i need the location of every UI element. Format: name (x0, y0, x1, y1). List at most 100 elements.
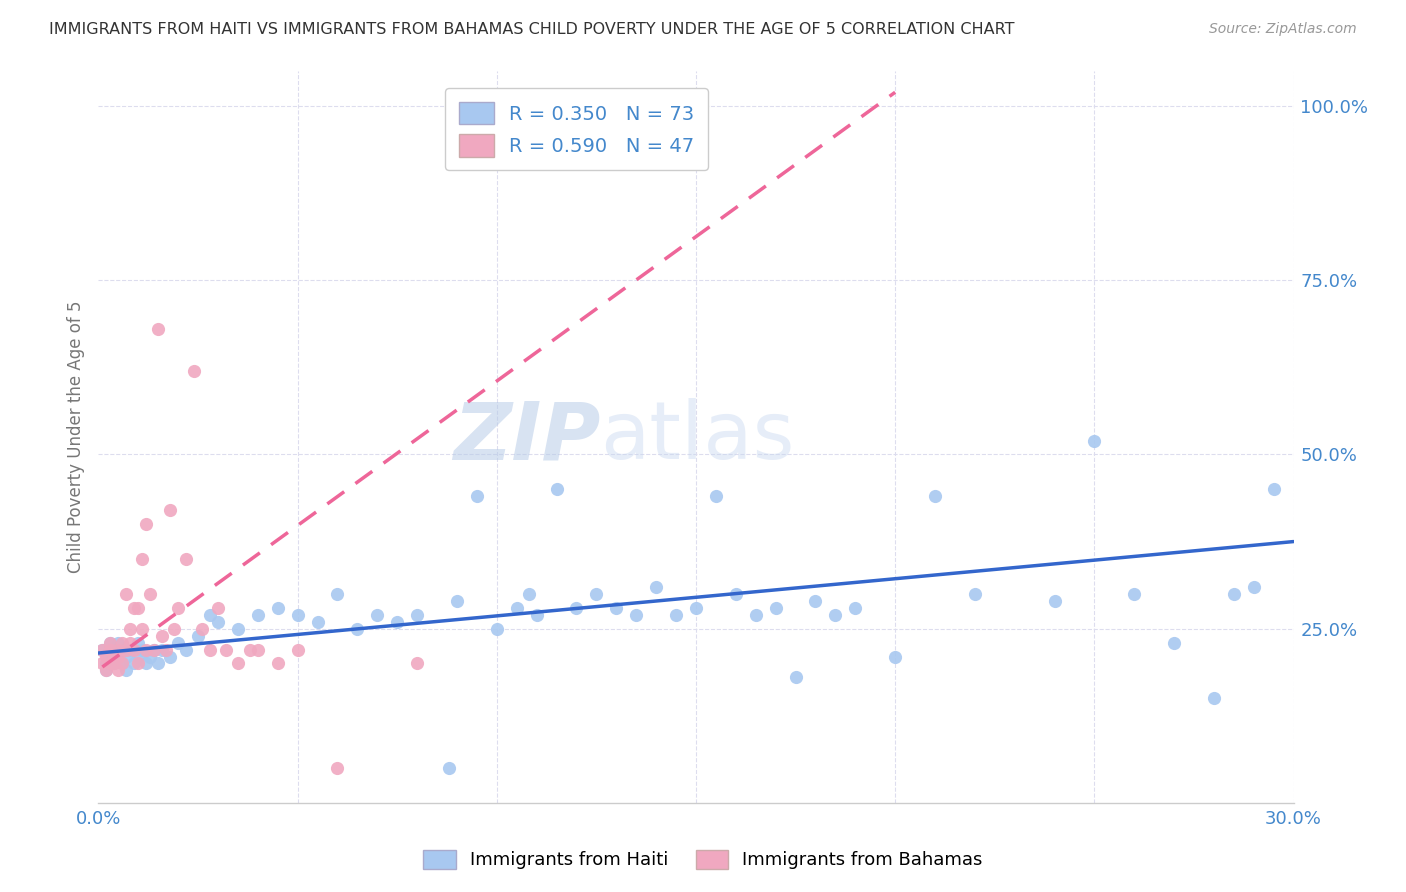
Point (326, 587, 349, 601)
Point (167, 635, 190, 649)
Point (506, 600, 529, 615)
Point (1243, 580, 1265, 594)
Point (124, 657, 146, 671)
Point (963, 587, 986, 601)
Point (226, 657, 249, 671)
Point (645, 580, 668, 594)
Point (159, 649, 181, 664)
Point (1083, 434, 1105, 448)
Point (98, 635, 122, 649)
Point (406, 607, 429, 622)
Legend: Immigrants from Haiti, Immigrants from Bahamas: Immigrants from Haiti, Immigrants from B… (415, 841, 991, 879)
Point (127, 649, 149, 664)
Point (437, 761, 460, 775)
Point (226, 622, 249, 636)
Point (239, 642, 262, 657)
Point (150, 642, 173, 657)
Point (665, 607, 688, 622)
Point (143, 642, 166, 657)
Point (107, 649, 129, 664)
Point (1202, 691, 1225, 706)
Point (605, 600, 627, 615)
Point (326, 761, 349, 775)
Point (111, 657, 134, 671)
Point (135, 657, 157, 671)
Point (111, 635, 134, 649)
Text: Source: ZipAtlas.com: Source: ZipAtlas.com (1209, 22, 1357, 37)
Point (307, 615, 329, 629)
Point (745, 607, 768, 622)
Point (148, 322, 170, 336)
Legend: R = 0.350   N = 73, R = 0.590   N = 47: R = 0.350 N = 73, R = 0.590 N = 47 (446, 88, 707, 170)
Point (585, 587, 607, 601)
Point (804, 594, 827, 608)
Point (135, 642, 157, 657)
Point (198, 642, 221, 657)
Point (155, 642, 177, 657)
Point (565, 600, 588, 615)
Point (115, 587, 138, 601)
Point (98, 642, 122, 657)
Point (120, 642, 142, 657)
Point (385, 615, 409, 629)
Point (187, 629, 209, 643)
Point (174, 552, 197, 566)
Point (246, 607, 269, 622)
Point (96, 664, 118, 678)
Point (139, 649, 162, 664)
Text: atlas: atlas (600, 398, 794, 476)
Point (163, 622, 186, 636)
Point (1223, 587, 1246, 601)
Point (924, 489, 946, 503)
Point (98, 635, 122, 649)
Point (824, 607, 846, 622)
Point (111, 642, 134, 657)
Point (103, 657, 125, 671)
Point (131, 622, 153, 636)
Point (107, 642, 129, 657)
Point (115, 649, 138, 664)
Point (267, 600, 290, 615)
Point (287, 607, 309, 622)
Text: ZIP: ZIP (453, 398, 600, 476)
Point (198, 607, 221, 622)
Point (127, 635, 149, 649)
Point (127, 600, 149, 615)
Point (120, 622, 142, 636)
Point (103, 642, 125, 657)
Point (115, 642, 138, 657)
Point (207, 600, 229, 615)
Point (1263, 483, 1285, 497)
Point (115, 664, 138, 678)
Point (526, 607, 548, 622)
Point (704, 489, 727, 503)
Point (96, 664, 118, 678)
Point (267, 657, 290, 671)
Point (139, 587, 162, 601)
Point (884, 649, 907, 664)
Point (150, 629, 173, 643)
Point (174, 642, 197, 657)
Point (1163, 635, 1185, 649)
Point (91, 657, 114, 671)
Point (91, 642, 114, 657)
Point (685, 600, 707, 615)
Point (103, 649, 125, 664)
Point (366, 607, 388, 622)
Point (844, 600, 866, 615)
Point (724, 587, 747, 601)
Point (1123, 587, 1146, 601)
Point (127, 657, 149, 671)
Point (107, 664, 129, 678)
Point (124, 642, 146, 657)
Point (143, 642, 166, 657)
Point (124, 600, 146, 615)
Point (626, 607, 648, 622)
Point (215, 642, 238, 657)
Point (346, 622, 368, 636)
Point (111, 657, 134, 671)
Y-axis label: Child Poverty Under the Age of 5: Child Poverty Under the Age of 5 (66, 301, 84, 574)
Point (107, 649, 129, 664)
Point (131, 552, 153, 566)
Point (517, 587, 540, 601)
